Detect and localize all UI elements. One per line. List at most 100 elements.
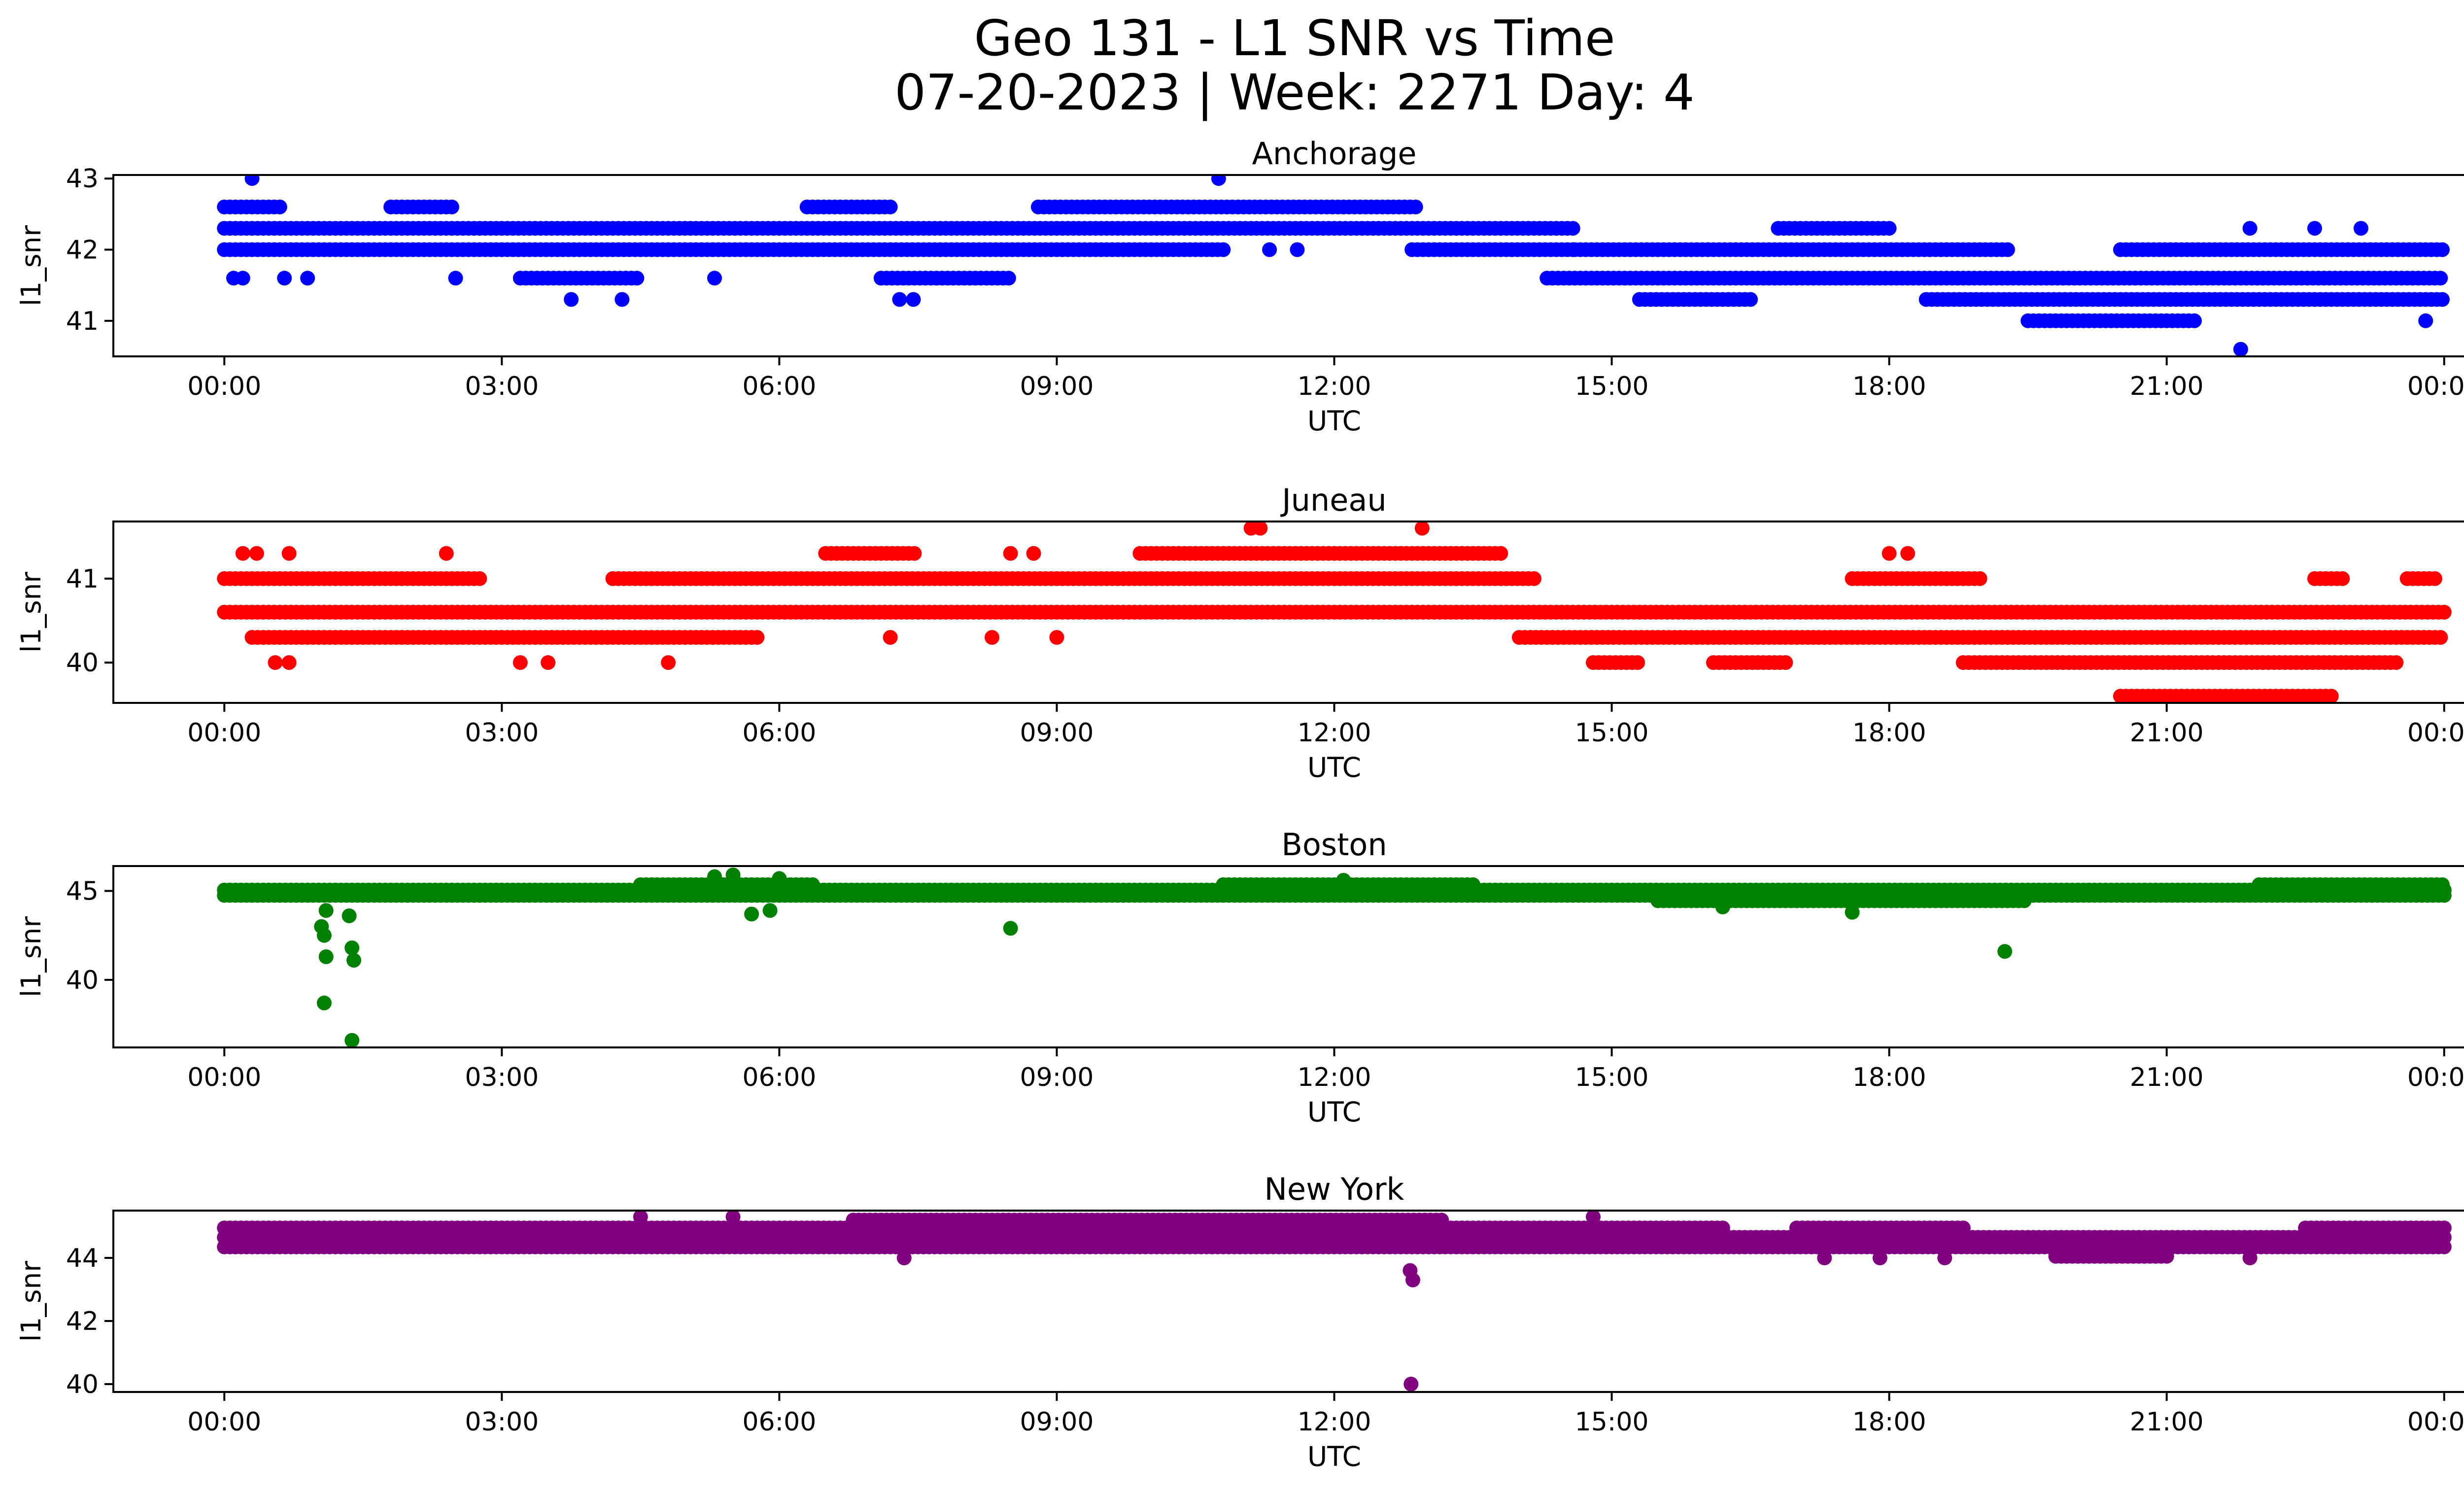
data-point — [2335, 571, 2350, 586]
data-point — [2389, 655, 2404, 670]
data-point — [244, 175, 260, 186]
data-point — [444, 199, 459, 214]
x-axis-label: UTC — [1307, 405, 1361, 437]
y-tick-label: 43 — [66, 164, 99, 194]
y-tick-label: 41 — [66, 307, 99, 336]
subplot-title: Juneau — [1280, 482, 1386, 518]
data-point — [2435, 292, 2450, 307]
data-point — [707, 271, 722, 286]
x-tick-label: 03:00 — [465, 718, 539, 748]
data-point — [342, 908, 357, 923]
data-point — [1630, 655, 1645, 670]
data-point — [2242, 1251, 2258, 1265]
data-point — [2418, 313, 2433, 328]
data-point — [513, 655, 528, 670]
x-tick-label: 00:00 — [187, 718, 261, 748]
y-tick-label: 40 — [66, 648, 99, 678]
data-point — [2000, 242, 2015, 257]
x-tick-label: 00:00 — [187, 372, 261, 401]
data-point — [744, 906, 759, 922]
data-point — [235, 546, 250, 561]
data-point — [707, 869, 722, 884]
x-tick-label: 00:00 — [2407, 1063, 2464, 1092]
data-point — [2233, 342, 2248, 356]
y-tick-label: 42 — [66, 236, 99, 265]
data-point — [2435, 242, 2450, 257]
data-point — [1715, 900, 1730, 914]
data-point — [633, 1211, 648, 1224]
x-tick-label: 21:00 — [2130, 1407, 2204, 1437]
data-point — [344, 1033, 360, 1047]
data-point — [1743, 292, 1758, 307]
data-point — [2353, 221, 2368, 236]
data-point — [2017, 893, 2032, 908]
data-point — [281, 655, 297, 670]
data-point — [725, 868, 741, 882]
data-point — [1262, 242, 1277, 257]
data-point — [1493, 546, 1508, 561]
data-point — [772, 871, 787, 886]
data-point — [268, 655, 283, 670]
data-point — [344, 940, 360, 955]
data-point — [2159, 1249, 2174, 1264]
data-point — [1565, 221, 1580, 236]
data-point — [1408, 199, 1423, 214]
data-point — [448, 271, 463, 286]
data-point — [2436, 1220, 2452, 1236]
y-axis-label: l1_snr — [15, 916, 47, 997]
data-point — [281, 546, 297, 561]
y-tick-label: 40 — [66, 1370, 99, 1399]
data-point — [1434, 1213, 1449, 1228]
x-tick-label: 00:00 — [2407, 1407, 2464, 1437]
data-point — [2435, 877, 2450, 892]
data-point — [1003, 546, 1018, 561]
data-point — [615, 292, 630, 307]
data-point — [1997, 944, 2013, 959]
subplot-title: Anchorage — [1252, 136, 1416, 172]
data-point — [2187, 313, 2202, 328]
x-tick-label: 15:00 — [1575, 1407, 1649, 1437]
data-point — [1778, 655, 1793, 670]
data-point — [1715, 1220, 1730, 1236]
data-point — [661, 655, 676, 670]
x-tick-label: 21:00 — [2130, 718, 2204, 748]
data-point — [1845, 904, 1860, 920]
data-point — [541, 655, 556, 670]
x-tick-label: 09:00 — [1020, 718, 1094, 748]
data-point — [985, 630, 999, 645]
data-point — [1026, 546, 1041, 561]
y-tick-label: 42 — [66, 1307, 99, 1336]
x-tick-label: 12:00 — [1298, 1407, 1371, 1437]
x-tick-label: 03:00 — [465, 1063, 539, 1092]
x-tick-label: 06:00 — [742, 1063, 816, 1092]
data-point — [1972, 571, 1987, 586]
y-axis-label: l1_snr — [15, 225, 47, 306]
data-point — [907, 546, 922, 561]
data-point — [892, 292, 907, 307]
data-point — [1003, 921, 1018, 936]
data-point — [1290, 242, 1305, 257]
x-tick-label: 09:00 — [1020, 1407, 1094, 1437]
y-tick-label: 41 — [66, 564, 99, 594]
data-point — [2428, 571, 2442, 586]
x-tick-label: 15:00 — [1575, 372, 1649, 401]
x-axis-label: UTC — [1307, 1441, 1361, 1472]
data-series — [217, 175, 2450, 356]
data-point — [2433, 630, 2448, 645]
x-tick-label: 18:00 — [1852, 1407, 1926, 1437]
data-point — [2436, 1239, 2452, 1254]
data-point — [1955, 1220, 1971, 1236]
data-point — [564, 292, 579, 307]
y-axis-label: l1_snr — [15, 572, 47, 653]
data-series — [217, 522, 2452, 703]
data-point — [472, 571, 487, 586]
data-point — [346, 953, 361, 968]
data-point — [300, 271, 315, 286]
x-tick-label: 03:00 — [465, 1407, 539, 1437]
data-point — [2307, 221, 2322, 236]
y-tick-label: 44 — [66, 1244, 99, 1273]
